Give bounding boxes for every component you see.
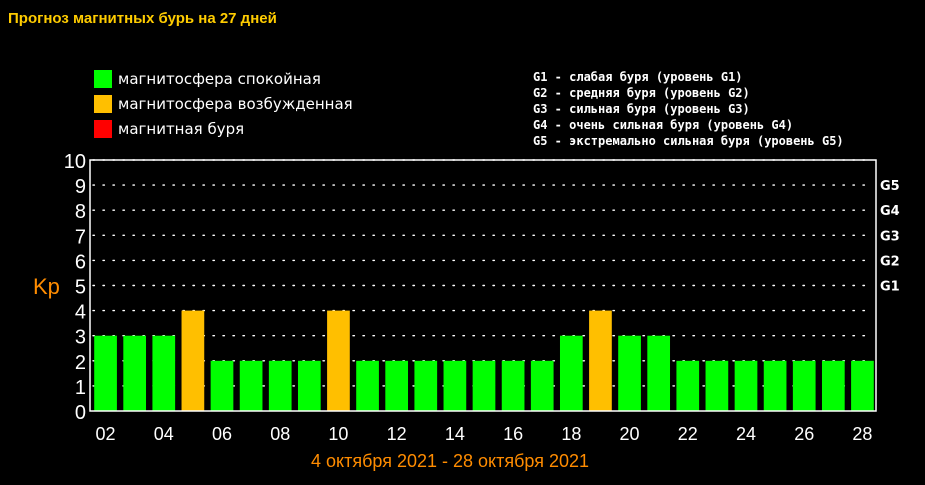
x-tick-label: 10: [328, 424, 348, 444]
storm-level-g3: G3 - сильная буря (уровень G3): [533, 102, 750, 116]
bar-08: [268, 360, 292, 411]
bar-20: [618, 335, 641, 411]
y-tick-label: 7: [75, 226, 86, 248]
x-tick-label: 02: [96, 424, 116, 444]
bar-19: [589, 310, 612, 411]
x-tick-label: 20: [620, 424, 640, 444]
bar-18: [559, 335, 583, 411]
bar-25: [763, 360, 787, 411]
x-tick-label: 04: [154, 424, 174, 444]
date-range: 4 октября 2021 - 28 октября 2021: [310, 451, 589, 471]
bar-22: [676, 360, 700, 411]
bar-04: [152, 335, 176, 411]
x-tick-label: 26: [794, 424, 814, 444]
x-tick-label: 28: [852, 424, 872, 444]
x-tick-label: 22: [678, 424, 698, 444]
legend-item-storm: магнитная буря: [94, 116, 353, 141]
y-tick-label: 2: [75, 352, 86, 374]
storm-level-g2: G2 - средняя буря (уровень G2): [533, 86, 750, 100]
legend-label-storm: магнитная буря: [118, 119, 245, 138]
legend-label-calm: магнитосфера спокойная: [118, 69, 321, 88]
bar-27: [821, 360, 845, 411]
x-tick-label: 08: [270, 424, 290, 444]
x-tick-label: 16: [503, 424, 523, 444]
y-tick-label: 3: [75, 327, 86, 349]
x-tick-label: 14: [445, 424, 465, 444]
y-tick-label: 10: [64, 151, 86, 173]
bar-14: [443, 360, 467, 411]
bar-11: [356, 360, 379, 411]
page-title: Прогноз магнитных бурь на 27 дней: [8, 10, 277, 27]
bar-10: [327, 310, 350, 411]
bar-23: [705, 360, 729, 411]
right-level-label: G2: [880, 254, 900, 269]
legend-swatch-storm: [94, 119, 112, 138]
right-level-label: G1: [880, 280, 900, 295]
bar-28: [851, 360, 874, 411]
bar-24: [734, 360, 758, 411]
bar-09: [297, 360, 321, 411]
x-tick-label: 24: [736, 424, 756, 444]
y-tick-label: 9: [75, 176, 86, 198]
y-tick-label: 6: [75, 251, 86, 273]
bar-15: [472, 360, 496, 411]
right-level-label: G5: [880, 179, 900, 194]
right-level-label: G3: [880, 229, 900, 244]
bar-17: [530, 360, 554, 411]
y-tick-label: 5: [75, 277, 86, 299]
storm-level-g4: G4 - очень сильная буря (уровень G4): [533, 118, 794, 132]
storm-level-g1: G1 - слабая буря (уровень G1): [533, 70, 743, 84]
x-tick-label: 12: [387, 424, 407, 444]
storm-level-g5: G5 - экстремально сильная буря (уровень …: [533, 134, 844, 148]
storm-level-list: G1 - слабая буря (уровень G1) G2 - средн…: [533, 69, 844, 149]
bar-05: [181, 310, 205, 411]
bar-02: [94, 335, 117, 411]
plot-frame: [89, 159, 877, 412]
bar-16: [501, 360, 525, 411]
x-tick-label: 06: [212, 424, 232, 444]
y-tick-label: 1: [75, 377, 86, 399]
y-tick-label: 0: [75, 402, 86, 424]
legend-item-excited: магнитосфера возбужденная: [94, 91, 353, 116]
legend-item-calm: магнитосфера спокойная: [94, 66, 353, 91]
bar-26: [792, 360, 816, 411]
legend-swatch-calm: [94, 69, 112, 88]
legend-label-excited: магнитосфера возбужденная: [118, 94, 353, 113]
bar-13: [414, 360, 438, 411]
y-tick-label: 4: [75, 302, 86, 324]
legend-swatch-excited: [94, 94, 112, 113]
x-tick-label: 18: [561, 424, 581, 444]
bar-07: [239, 360, 263, 411]
bar-12: [385, 360, 409, 411]
y-tick-label: 8: [75, 201, 86, 223]
right-level-label: G4: [880, 204, 900, 219]
bar-06: [210, 360, 234, 411]
legend: магнитосфера спокойная магнитосфера возб…: [94, 66, 353, 141]
y-axis-label: Kp: [33, 274, 60, 299]
bar-03: [123, 335, 147, 411]
bar-21: [647, 335, 671, 411]
